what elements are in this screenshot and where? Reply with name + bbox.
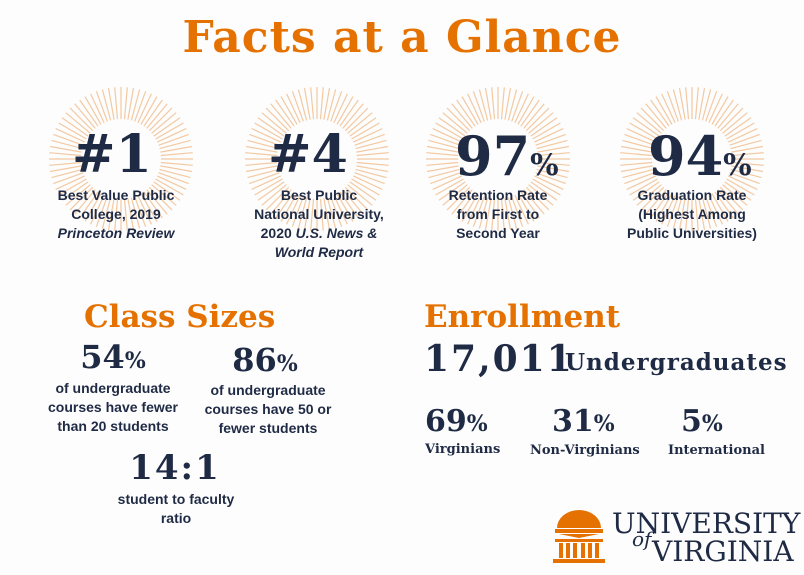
ranking-caption-4: Graduation Rate (Highest Among Public Un…	[627, 187, 757, 241]
class-size-stat-1: 54%	[80, 338, 146, 376]
ranking-caption-3: Retention Rate from First to Second Year	[448, 187, 548, 241]
student-faculty-ratio-value: 14:1	[129, 448, 221, 488]
ranking-value-1: #1	[72, 124, 152, 185]
student-faculty-ratio-caption: student to faculty ratio	[117, 491, 235, 526]
enrollment-stat-virginians: 69%	[425, 404, 488, 439]
logo-virginia-text: VIRGINIA	[652, 535, 794, 568]
sunburst-decoration-1	[49, 87, 193, 231]
ranking-caption-1: Best Value Public College, 2019 Princeto…	[57, 187, 175, 241]
enrollment-label-international: International	[668, 443, 765, 458]
class-size-caption-2: of undergraduate courses have 50 or fewe…	[204, 382, 332, 436]
enrollment-total-label: Undergraduates	[565, 349, 788, 376]
ranking-caption-2: Best Public National University, 2020 U.…	[254, 187, 384, 260]
logo-university-text: UNIVERSITY	[612, 507, 801, 540]
sunburst-decoration-2	[245, 87, 389, 231]
class-size-stat-2: 86%	[232, 341, 298, 379]
enrollment-label-virginians: Virginians	[425, 442, 501, 457]
enrollment-total: 17,011	[424, 338, 574, 380]
page-title: Facts at a Glance	[182, 12, 622, 63]
enrollment-heading: Enrollment	[424, 299, 621, 335]
sunburst-decoration-4	[620, 87, 764, 231]
class-sizes-heading: Class Sizes	[84, 299, 276, 335]
logo-of-text: of	[632, 527, 652, 551]
enrollment-label-non-virginians: Non-Virginians	[530, 443, 640, 458]
rotunda-logo-icon	[553, 510, 605, 563]
enrollment-stat-non-virginians: 31%	[552, 404, 615, 439]
ranking-value-2: #4	[268, 124, 348, 185]
ranking-value-3: 97%	[455, 124, 559, 188]
ranking-value-4: 94%	[648, 124, 752, 188]
sunburst-decoration-3	[426, 87, 570, 231]
enrollment-stat-international: 5%	[681, 404, 723, 439]
class-size-caption-1: of undergraduate courses have fewer than…	[48, 380, 178, 434]
